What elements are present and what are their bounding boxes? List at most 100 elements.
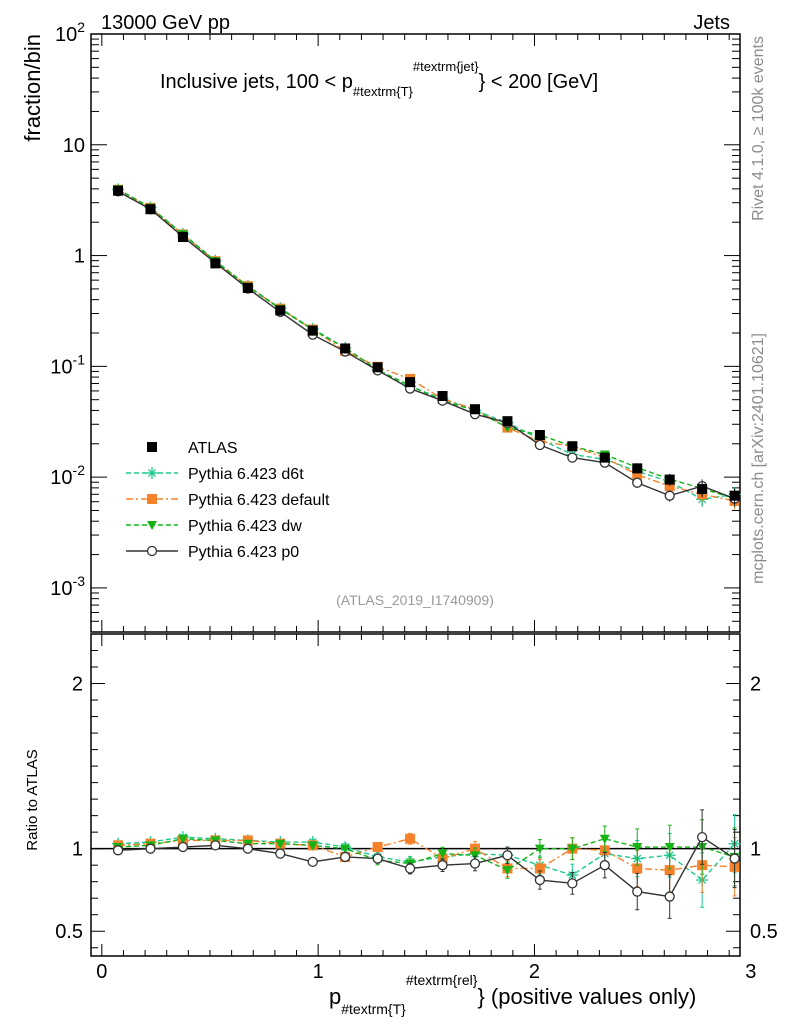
- data-point-atlas: [113, 185, 124, 196]
- point-pythia-6-423-p0: [664, 490, 675, 501]
- ratio-point-pythia-6-423-p0: [340, 851, 351, 863]
- ratio-axis-label: Ratio to ATLAS: [24, 749, 41, 850]
- ratio-point-pythia-6-423-p0: [210, 840, 221, 851]
- data-point-atlas: [502, 416, 513, 427]
- ratio-point-pythia-6-423-dw: [664, 843, 675, 853]
- legend-label: Pythia 6.423 p0: [188, 544, 299, 561]
- xlabel-main: p: [329, 984, 341, 1009]
- ratio-point-pythia-6-423-p0: [534, 874, 546, 886]
- legend-marker: [146, 545, 158, 557]
- legend-label: Pythia 6.423 dw: [188, 518, 302, 535]
- ratio-point-pythia-6-423-p0: [372, 853, 383, 864]
- y-tick-label: 1: [74, 246, 85, 268]
- ratio-point-pythia-6-423-dw: [177, 834, 188, 844]
- xlabel-tail: } (positive values only): [477, 984, 696, 1009]
- data-point-atlas: [567, 441, 578, 452]
- ratio-point-pythia-6-423-p0: [437, 860, 448, 871]
- ratio-point-pythia-6-423-dw: [340, 844, 351, 854]
- ratio-point-pythia-6-423-default: [632, 863, 643, 874]
- data-point-atlas: [437, 390, 448, 401]
- ratio-point-pythia-6-423-p0: [469, 858, 481, 869]
- y-tick-label: 10-2: [50, 462, 85, 489]
- ratio-point-pythia-6-423-p0: [404, 863, 416, 874]
- ratio-point-pythia-6-423-p0: [502, 850, 513, 861]
- data-point-atlas: [632, 463, 643, 474]
- ratio-point-pythia-6-423-p0: [307, 856, 318, 868]
- data-point-atlas: [664, 474, 675, 485]
- ratio-point-pythia-6-423-p0: [567, 878, 578, 889]
- ratio-line-pythia-6-423-default: [118, 838, 735, 871]
- point-pythia-6-423-default: [632, 469, 643, 480]
- legend-label: Pythia 6.423 default: [188, 492, 330, 509]
- ratio-point-pythia-6-423-dw: [534, 844, 545, 854]
- ratio-point-pythia-6-423-p0: [112, 845, 124, 856]
- data-point-atlas: [534, 430, 545, 441]
- ratio-point-pythia-6-423-dw: [275, 839, 286, 849]
- ratio-tick-label-left: 0.5: [55, 921, 83, 943]
- point-pythia-6-423-default: [664, 481, 675, 492]
- legend-marker: [146, 467, 158, 479]
- x-tick-label: 1: [313, 961, 324, 983]
- point-pythia-6-423-p0: [567, 452, 578, 463]
- data-point-atlas: [599, 452, 610, 463]
- header-left-label: 13000 GeV pp: [101, 12, 230, 34]
- series-line-pythia-6-423-p0: [117, 190, 735, 500]
- point-pythia-6-423-p0: [632, 477, 643, 488]
- y-tick-label: 10: [63, 135, 85, 157]
- ratio-tick-label-right: 1: [750, 839, 761, 861]
- ratio-point-pythia-6-423-dw: [437, 849, 448, 859]
- ratio-point-pythia-6-423-p0: [729, 853, 740, 864]
- ratio-point-pythia-6-423-p0: [599, 860, 610, 871]
- data-point-atlas: [307, 325, 318, 336]
- y-axis-label: fraction/bin: [20, 34, 45, 142]
- rivet-label: Rivet 4.1.0, ≥ 100k events: [750, 36, 767, 221]
- ratio-point-pythia-6-423-dw: [567, 844, 578, 854]
- data-point-atlas: [469, 404, 480, 415]
- ratio-point-pythia-6-423-p0: [242, 843, 253, 854]
- data-point-atlas: [242, 282, 253, 293]
- ratio-point-pythia-6-423-p0: [177, 841, 189, 853]
- data-point-atlas: [372, 362, 383, 373]
- header-right-label: Jets: [693, 12, 730, 34]
- title-tail: } < 200 [GeV]: [479, 71, 599, 93]
- data-point-atlas: [405, 377, 416, 388]
- ratio-point-pythia-6-423-p0: [664, 891, 675, 902]
- title-sub: #textrm{T}: [353, 84, 414, 99]
- series-line-pythia-6-423-dw: [117, 188, 735, 500]
- legend-marker: [147, 442, 157, 452]
- data-point-atlas: [177, 232, 188, 243]
- title-main: Inclusive jets, 100 < p: [160, 71, 353, 93]
- data-point-atlas: [340, 343, 351, 354]
- ratio-point-pythia-6-423-dw: [632, 843, 643, 853]
- y-tick-label: 10-1: [50, 351, 85, 378]
- title-sup: #textrm{jet}: [413, 59, 479, 74]
- ratio-point-pythia-6-423-default: [534, 863, 545, 874]
- legend-label: ATLAS: [188, 440, 238, 457]
- ratio-line-pythia-6-423-p0: [118, 836, 735, 898]
- x-tick-label: 0: [96, 961, 107, 983]
- x-axis-label: p#textrm{T}#textrm{rel}} (positive value…: [329, 972, 696, 1017]
- legend-marker: [147, 521, 157, 530]
- ratio-point-pythia-6-423-default: [372, 842, 383, 853]
- analysis-id: (ATLAS_2019_I1740909): [336, 592, 494, 608]
- main-plot-frame: [90, 33, 741, 633]
- ratio-point-pythia-6-423-dw: [502, 866, 513, 876]
- ratio-tick-label-left: 2: [72, 674, 83, 696]
- ratio-tick-label-left: 1: [72, 839, 83, 861]
- y-tick-label: 10-3: [50, 573, 85, 600]
- ratio-point-pythia-6-423-dw: [599, 834, 610, 844]
- data-point-atlas: [697, 484, 708, 495]
- ratio-point-pythia-6-423-dw: [307, 841, 318, 851]
- data-point-atlas: [210, 258, 221, 269]
- y-tick-label: 102: [55, 19, 85, 46]
- data-point-atlas: [275, 305, 286, 316]
- legend-marker: [147, 494, 157, 504]
- ratio-point-pythia-6-423-p0: [275, 848, 286, 859]
- x-tick-label: 2: [529, 961, 540, 983]
- mcplots-label: mcplots.cern.ch [arXiv:2401.10621]: [750, 333, 767, 584]
- ratio-point-pythia-6-423-p0: [145, 843, 156, 854]
- ratio-point-pythia-6-423-default: [664, 865, 675, 876]
- ratio-point-pythia-6-423-default: [405, 833, 416, 844]
- xlabel-sup: #textrm{rel}: [406, 972, 478, 988]
